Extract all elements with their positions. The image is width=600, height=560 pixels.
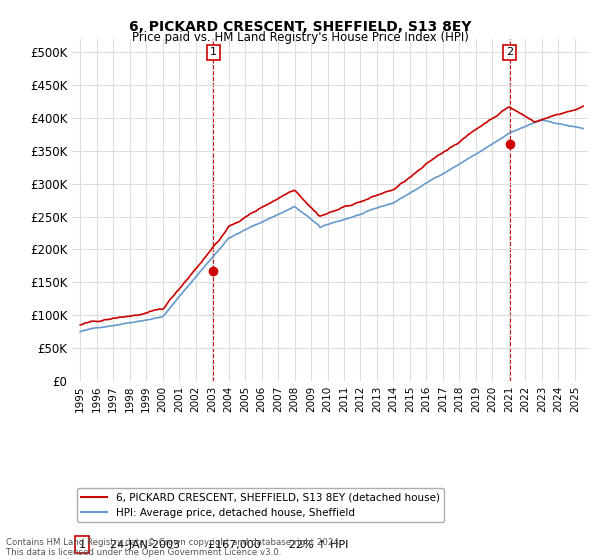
Legend: 6, PICKARD CRESCENT, SHEFFIELD, S13 8EY (detached house), HPI: Average price, de: 6, PICKARD CRESCENT, SHEFFIELD, S13 8EY …	[77, 488, 444, 522]
Text: 6, PICKARD CRESCENT, SHEFFIELD, S13 8EY: 6, PICKARD CRESCENT, SHEFFIELD, S13 8EY	[129, 20, 471, 34]
Text: 24-JAN-2003        £167,000        22% ↑ HPI: 24-JAN-2003 £167,000 22% ↑ HPI	[103, 540, 349, 550]
Text: 2: 2	[506, 48, 513, 57]
Text: 1: 1	[210, 48, 217, 57]
Text: Contains HM Land Registry data © Crown copyright and database right 2024.
This d: Contains HM Land Registry data © Crown c…	[6, 538, 341, 557]
Text: 1: 1	[79, 540, 86, 550]
Text: Price paid vs. HM Land Registry's House Price Index (HPI): Price paid vs. HM Land Registry's House …	[131, 31, 469, 44]
